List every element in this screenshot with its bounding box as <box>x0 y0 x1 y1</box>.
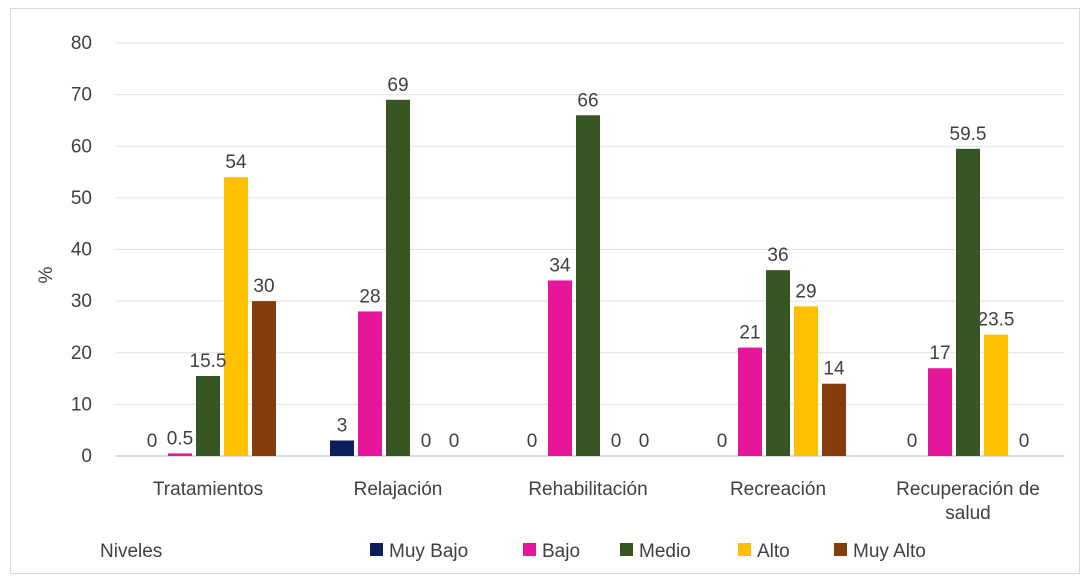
bar <box>928 368 952 456</box>
data-label: 0 <box>449 431 460 452</box>
category-label: Recreación <box>730 479 826 500</box>
legend-swatch <box>370 543 383 556</box>
y-tick-label: 20 <box>71 343 92 364</box>
legend-swatch <box>834 543 847 556</box>
y-axis-ticks: 0 10 20 30 40 50 60 70 80 <box>71 33 92 467</box>
y-tick-label: 70 <box>71 85 92 106</box>
data-label: 34 <box>549 255 571 276</box>
data-label: 17 <box>929 343 950 364</box>
bar <box>794 306 818 456</box>
data-label: 0 <box>1019 431 1030 452</box>
legend-label: Muy Alto <box>853 541 926 562</box>
category-label-line: Tratamientos <box>153 479 263 500</box>
legend: Muy Bajo Bajo Medio Alto Muy Alto <box>370 541 926 562</box>
y-tick-label: 80 <box>71 33 92 54</box>
legend-title: Niveles <box>100 541 162 562</box>
category-label-line: salud <box>945 503 990 524</box>
chart-frame <box>10 8 1080 574</box>
legend-swatch <box>620 543 633 556</box>
data-label: 3 <box>337 416 348 437</box>
y-tick-label: 40 <box>71 240 92 261</box>
category-labels: Tratamientos Relajación Rehabilitación Recr… <box>153 479 1040 524</box>
category-label: Relajación <box>354 479 443 500</box>
legend-label: Muy Bajo <box>389 541 468 562</box>
legend-label: Medio <box>639 541 691 562</box>
data-label: 29 <box>795 281 816 302</box>
y-tick-label: 30 <box>71 291 92 312</box>
data-label: 23.5 <box>978 310 1015 331</box>
category-label: Tratamientos <box>153 479 263 500</box>
data-label: 15.5 <box>190 351 227 372</box>
data-label: 54 <box>225 152 247 173</box>
data-label: 66 <box>577 90 598 111</box>
y-axis-label: % <box>36 266 57 283</box>
category-label-line: Rehabilitación <box>528 479 647 500</box>
bars <box>168 99 1008 457</box>
bar <box>956 148 980 457</box>
category-label-line: Relajación <box>354 479 443 500</box>
data-label: 21 <box>739 323 760 344</box>
bar <box>984 334 1008 456</box>
data-label: 0 <box>421 431 432 452</box>
bar <box>196 375 220 456</box>
bar <box>252 301 276 456</box>
bar <box>576 115 600 457</box>
data-label: 0 <box>527 431 538 452</box>
category-label: Recuperación de salud <box>896 479 1040 524</box>
data-label: 59.5 <box>950 124 987 145</box>
data-label: 0 <box>147 431 158 452</box>
y-tick-label: 10 <box>71 394 92 415</box>
category-label-line: Recuperación de <box>896 479 1040 500</box>
data-label: 0 <box>639 431 650 452</box>
bar <box>738 347 762 456</box>
bar <box>358 311 382 456</box>
data-label: 0 <box>907 431 918 452</box>
category-label-line: Recreación <box>730 479 826 500</box>
data-label: 28 <box>359 286 380 307</box>
data-label: 30 <box>253 276 274 297</box>
data-label: 0.5 <box>167 428 193 449</box>
legend-swatch <box>738 543 751 556</box>
y-tick-label: 0 <box>81 446 92 467</box>
bar <box>224 177 248 456</box>
bar <box>766 270 790 456</box>
bar <box>330 440 354 456</box>
data-label: 69 <box>387 75 408 96</box>
category-label: Rehabilitación <box>528 479 647 500</box>
legend-label: Alto <box>757 541 790 562</box>
data-label: 0 <box>717 431 728 452</box>
legend-swatch <box>523 543 536 556</box>
data-label: 0 <box>611 431 622 452</box>
y-tick-label: 60 <box>71 136 92 157</box>
data-label: 36 <box>767 245 788 266</box>
y-tick-label: 50 <box>71 188 92 209</box>
bar <box>548 280 572 456</box>
bar <box>168 453 192 456</box>
legend-label: Bajo <box>542 541 580 562</box>
bar <box>822 383 846 456</box>
bar <box>386 99 410 456</box>
data-label: 14 <box>823 359 845 380</box>
